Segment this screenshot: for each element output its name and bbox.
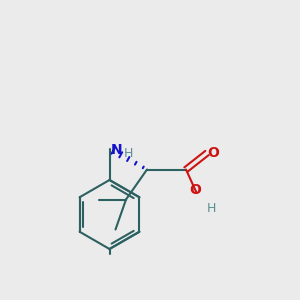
Text: O: O xyxy=(189,183,201,197)
Text: H: H xyxy=(207,202,216,215)
Text: O: O xyxy=(208,146,220,160)
Text: N: N xyxy=(110,143,122,157)
Text: H: H xyxy=(123,147,133,161)
